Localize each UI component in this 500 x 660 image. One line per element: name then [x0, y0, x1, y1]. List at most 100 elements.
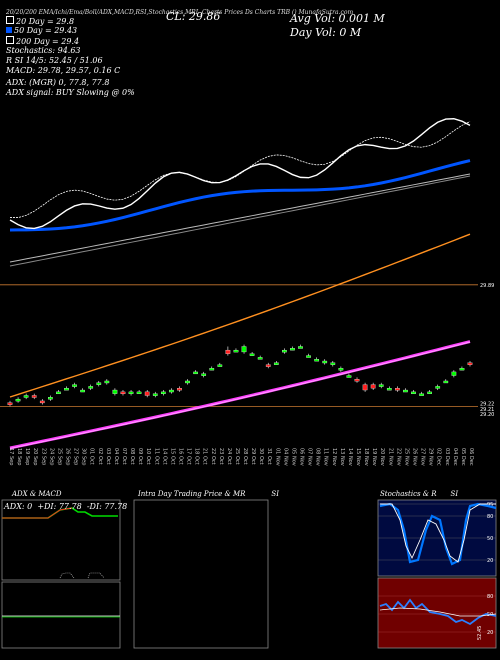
legend-20day: 20 Day = 29.8 — [6, 16, 74, 27]
date-tick-3: 20 Sep — [32, 448, 38, 465]
date-tick-42: 14 Nov — [347, 448, 353, 466]
date-tick-47: 21 Nov — [387, 448, 393, 466]
date-tick-17: 10 Oct — [145, 448, 151, 465]
stoch-tick-3: 20 — [487, 558, 493, 564]
date-tick-30: 29 Oct — [250, 448, 256, 465]
date-tick-38: 08 Nov — [315, 448, 321, 466]
candle-14 — [120, 391, 126, 395]
date-tick-34: 04 Nov — [282, 448, 288, 466]
date-tick-5: 24 Sep — [48, 448, 54, 465]
candle-56 — [459, 368, 465, 371]
candle-22 — [185, 380, 190, 384]
date-tick-39: 11 Nov — [323, 448, 329, 466]
date-tick-40: 12 Nov — [331, 448, 337, 466]
candle-7 — [64, 388, 69, 391]
candle-8 — [72, 384, 77, 387]
date-tick-14: 07 Oct — [121, 448, 127, 465]
right-label-3: 29.20 — [480, 412, 494, 418]
date-tick-54: 03 Dec — [444, 448, 450, 466]
stochastics-panel — [377, 499, 497, 577]
close-price: CL: 29.86 — [166, 10, 221, 23]
candle-43 — [354, 379, 360, 382]
macd-panel — [1, 581, 121, 649]
date-tick-22: 17 Oct — [186, 448, 192, 465]
legend-swatch-50 — [6, 27, 12, 33]
candle-32 — [265, 364, 271, 367]
candle-50 — [411, 391, 416, 395]
legend-swatch-20 — [6, 16, 14, 24]
date-tick-46: 20 Nov — [379, 448, 385, 466]
stochastics-readout: Stochastics: 94.63 — [6, 46, 81, 55]
candle-53 — [435, 386, 441, 389]
date-tick-27: 24 Oct — [226, 448, 232, 465]
date-tick-35: 05 Nov — [290, 448, 296, 466]
date-tick-12: 03 Oct — [105, 448, 111, 465]
stoch-tick-0: 95 — [487, 502, 493, 508]
candle-6 — [56, 391, 61, 395]
bollinger-line — [9, 121, 471, 218]
candle-4 — [39, 400, 45, 404]
candle-54 — [443, 380, 449, 384]
candle-35 — [290, 348, 295, 351]
legend-50day: 50 Day = 29.43 — [6, 26, 77, 36]
rsi-panel — [377, 577, 497, 649]
candle-30 — [249, 353, 255, 356]
candle-34 — [282, 349, 287, 353]
candle-28 — [233, 349, 239, 353]
intraday-title: Intra Day Trading Price & MR SI — [138, 490, 279, 498]
day-volume: Day Vol: 0 M — [290, 26, 362, 39]
adx-panel — [1, 499, 121, 581]
stoch-tick-1: 80 — [487, 514, 493, 520]
candle-26 — [217, 364, 223, 367]
ema-200b-line — [9, 175, 471, 267]
date-tick-13: 04 Oct — [113, 448, 119, 465]
candle-5 — [48, 397, 53, 400]
date-tick-52: 29 Nov — [428, 448, 434, 466]
candle-0 — [7, 402, 13, 405]
ema-200-line — [9, 173, 471, 263]
legend-200day: 200 Day = 29.4 — [6, 36, 79, 47]
candle-15 — [128, 391, 134, 395]
candle-52 — [427, 391, 432, 395]
candle-37 — [306, 355, 311, 358]
candle-24 — [201, 373, 207, 376]
candle-25 — [209, 368, 215, 371]
candle-10 — [88, 386, 94, 389]
date-tick-57: 06 Dec — [468, 448, 474, 466]
candle-9 — [80, 389, 85, 393]
candle-36 — [298, 346, 303, 349]
orange-ema-line — [9, 233, 471, 398]
date-tick-31: 30 Oct — [258, 448, 264, 465]
adx-macd-title: ADX & MACD — [12, 490, 62, 498]
macd-readout: MACD: 29.78, 29.57, 0.16 C — [6, 66, 121, 75]
magenta-ema-line-inner — [9, 341, 471, 449]
ema-50-line — [9, 159, 471, 232]
date-tick-50: 26 Nov — [412, 448, 418, 466]
date-tick-28: 25 Oct — [234, 448, 240, 465]
date-tick-4: 23 Sep — [40, 448, 46, 465]
ema-20-line — [9, 118, 471, 230]
date-tick-8: 27 Sep — [73, 448, 79, 465]
candle-45 — [370, 384, 376, 389]
date-tick-24: 21 Oct — [202, 448, 208, 465]
candle-42 — [346, 375, 352, 378]
adx-values: ADX: 0 +DI: 77.78 -DI: 77.78 — [4, 502, 128, 511]
date-tick-0: 17 Sep — [8, 448, 14, 465]
candle-33 — [273, 362, 279, 365]
rsi-tick-2: 20 — [487, 630, 493, 636]
candle-23 — [193, 371, 198, 375]
date-tick-48: 22 Nov — [395, 448, 401, 466]
rsi-tick-1: 50 — [487, 612, 493, 618]
adx-readout: ADX: (MGR) 0, 77.8, 77.8 — [6, 78, 110, 87]
date-tick-49: 25 Nov — [403, 448, 409, 466]
date-tick-25: 22 Oct — [210, 448, 216, 465]
candle-29 — [241, 346, 247, 353]
stoch-d-line — [380, 503, 496, 563]
date-tick-9: 30 Sep — [81, 448, 87, 465]
date-tick-18: 11 Oct — [153, 448, 159, 465]
candle-20 — [169, 389, 174, 393]
candle-55 — [451, 371, 457, 376]
date-tick-33: 01 Nov — [274, 448, 280, 466]
date-tick-23: 18 Oct — [194, 448, 200, 465]
stoch-rsi-title: Stochastics & R SI — [380, 490, 459, 498]
